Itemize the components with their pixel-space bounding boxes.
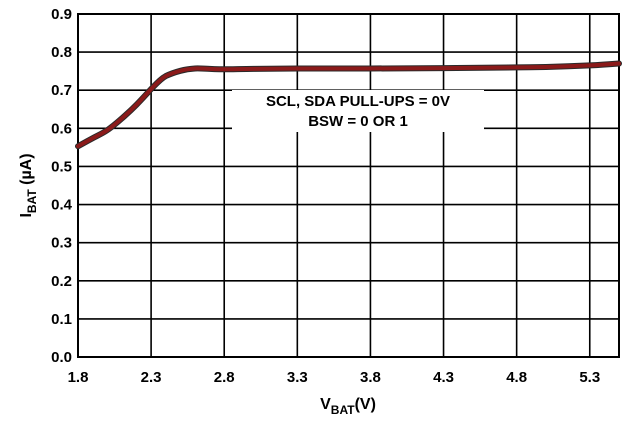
x-tick-labels: 1.8 2.3 2.8 3.3 3.8 4.3 4.8 5.3 [68,369,601,386]
y-tick-label: 0.4 [51,197,73,214]
series-layer [75,60,622,150]
y-axis-title-unit: (µA) [18,153,35,189]
annotation-box: SCL, SDA PULL-UPS = 0V BSW = 0 OR 1 [232,90,484,132]
x-tick-label: 5.3 [579,369,600,386]
y-tick-label: 0.6 [51,120,72,137]
x-axis-title-main: V [320,396,331,413]
plot-frame [77,13,620,358]
x-axis-title-unit: (V) [355,396,376,413]
y-tick-label: 0.3 [51,235,72,252]
y-tick-label: 0.5 [51,158,72,175]
x-tick-label: 1.8 [68,369,89,386]
y-tick-label: 0.9 [51,6,72,23]
series-line [76,61,621,149]
y-tick-label: 0.8 [51,44,72,61]
x-tick-label: 4.3 [433,369,454,386]
x-axis-title: VBAT(V) [320,396,376,417]
x-tick-label: 2.8 [214,369,235,386]
x-tick-label: 2.3 [141,369,162,386]
y-tick-label: 0.1 [51,311,72,328]
annotation-line-2: BSW = 0 OR 1 [308,113,408,130]
annotation-background [232,90,484,132]
y-tick-label: 0.7 [51,82,72,99]
y-axis-title: IBAT (µA) [18,153,39,217]
y-axis-title-subscript: BAT [25,189,39,213]
x-tick-label: 4.8 [506,369,527,386]
annotation-line-1: SCL, SDA PULL-UPS = 0V [266,93,450,110]
y-axis-title-main: I [18,213,35,217]
y-tick-label: 0.0 [51,349,72,366]
y-tick-labels: 0.0 0.1 0.2 0.3 0.4 0.5 0.6 0.7 0.8 0.9 [51,6,73,366]
x-axis-title-subscript: BAT [331,403,355,417]
y-tick-label: 0.2 [51,273,72,290]
x-tick-label: 3.3 [287,369,308,386]
x-tick-label: 3.8 [360,369,381,386]
